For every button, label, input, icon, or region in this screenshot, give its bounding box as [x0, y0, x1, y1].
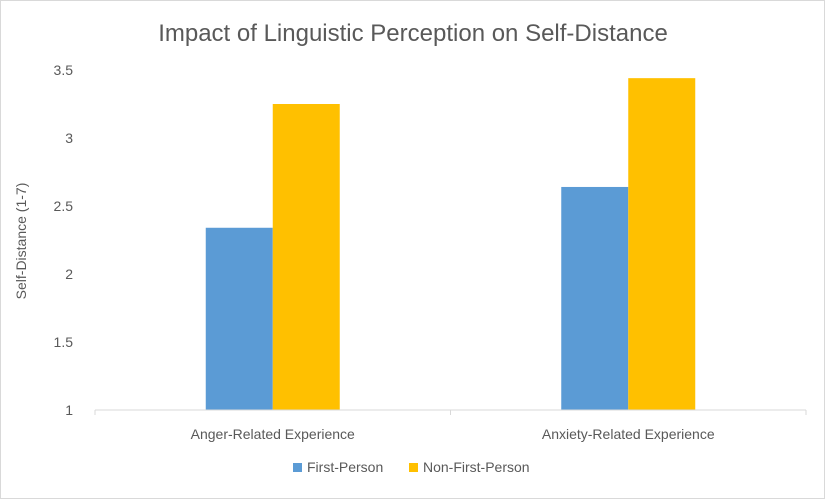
x-tick-label: Anger-Related Experience [191, 426, 355, 442]
legend-swatch [409, 463, 418, 472]
plot-area: 1 1.5 2 2.5 3 3.5 Anger-Related Experience Anxi… [54, 62, 807, 442]
x-tick-label: Anxiety-Related Experience [542, 426, 715, 442]
legend-label: First-Person [307, 459, 383, 475]
y-tick-label: 2.5 [54, 198, 74, 214]
legend-label: Non-First-Person [423, 459, 530, 475]
chart-title: Impact of Linguistic Perception on Self-… [158, 20, 668, 47]
bar-first-person-1 [205, 227, 273, 410]
legend: First-Person Non-First-Person [293, 459, 530, 475]
y-tick-label: 1 [65, 402, 73, 418]
y-tick-label: 3.5 [54, 62, 74, 78]
bar-non-first-person-2 [628, 78, 696, 410]
bar-non-first-person-1 [272, 104, 340, 410]
legend-swatch [293, 463, 302, 472]
y-tick-label: 2 [65, 266, 73, 282]
y-tick-label: 1.5 [54, 334, 74, 350]
bar-first-person-2 [561, 186, 629, 410]
y-tick-label: 3 [65, 130, 73, 146]
y-axis-label: Self-Distance (1-7) [13, 183, 29, 300]
